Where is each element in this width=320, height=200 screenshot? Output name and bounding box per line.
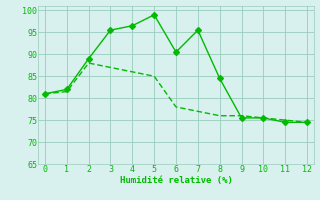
X-axis label: Humidité relative (%): Humidité relative (%)	[120, 176, 232, 185]
